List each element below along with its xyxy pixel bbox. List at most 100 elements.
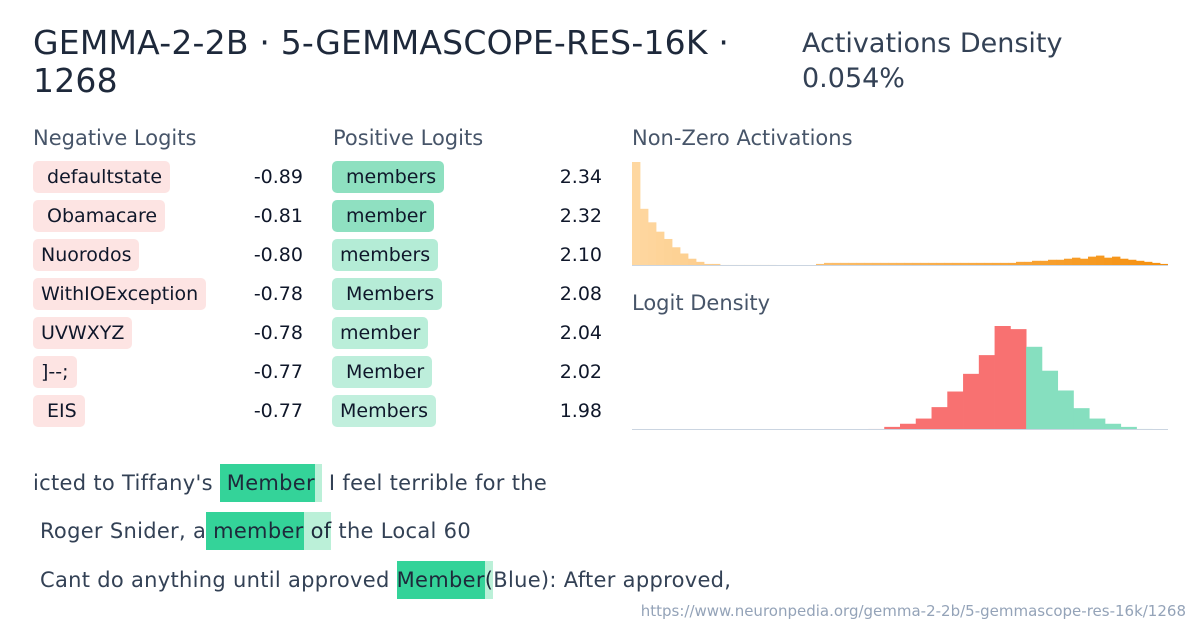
nonzero-activations-histogram [632, 162, 1168, 266]
activation-bar [824, 262, 833, 266]
negative-logits-heading: Negative Logits [33, 126, 197, 150]
positive-logit-token: member [332, 200, 435, 232]
activation-bar [936, 262, 945, 266]
positive-logit-row: Members 1.98 [332, 395, 602, 427]
negative-logit-token: WithIOException [33, 278, 207, 310]
negative-logit-token: Obamacare [33, 200, 166, 232]
example-token: icted to Tiffany's [33, 471, 220, 495]
activation-bar [1040, 260, 1049, 266]
activations-density-value: 0.054% [802, 63, 905, 94]
activation-bar [1072, 257, 1081, 266]
positive-logit-token: members [332, 239, 439, 271]
activation-bar [712, 263, 721, 266]
activation-bar [968, 262, 977, 266]
feature-title: GEMMA-2-2B · 5-GEMMASCOPE-RES-16K · 1268 [33, 23, 730, 100]
negative-logit-value: -0.80 [253, 244, 303, 266]
activation-bar [1024, 261, 1033, 266]
negative-logit-row: defaultstate -0.89 [33, 161, 303, 193]
negative-logit-row: ]--; -0.77 [33, 356, 303, 388]
activation-bar [840, 262, 849, 266]
activation-bar [896, 262, 905, 266]
activation-bar [1032, 260, 1041, 266]
activation-bar [656, 231, 665, 266]
activation-bar [1160, 263, 1168, 266]
example-token-highlighted [314, 464, 322, 502]
logit-density-bar [900, 423, 917, 430]
logit-density-bar [931, 407, 948, 430]
negative-logit-token: EIS [33, 395, 85, 427]
activation-bar [696, 261, 705, 266]
activation-bar [976, 262, 985, 266]
activation-bar [912, 262, 921, 266]
activation-bar [888, 262, 897, 266]
negative-logit-row: WithIOException -0.78 [33, 278, 303, 310]
negative-logit-value: -0.77 [253, 400, 303, 422]
activation-bar [984, 262, 993, 266]
logit-density-bar [1010, 329, 1027, 430]
activation-bar [1128, 259, 1137, 266]
activation-bar [648, 222, 657, 266]
activation-bar [856, 262, 865, 266]
activation-bar [1080, 258, 1089, 266]
negative-logit-row: Nuorodos -0.80 [33, 239, 303, 271]
logit-density-bar [884, 426, 901, 430]
positive-logit-value: 1.98 [559, 400, 602, 422]
positive-logit-token: member [332, 317, 429, 349]
activation-bar [1008, 262, 1017, 266]
activation-bar [848, 262, 857, 266]
activation-bar [672, 247, 681, 266]
negative-logit-token: ]--; [33, 356, 77, 388]
activation-bar [960, 262, 969, 266]
activation-bar [904, 262, 913, 266]
activation-bar [944, 262, 953, 266]
positive-logit-token: Member [332, 356, 433, 388]
activation-bar [1088, 256, 1097, 266]
positive-logit-value: 2.08 [559, 283, 602, 305]
activation-example: Cant do anything until approved Member(B… [33, 561, 731, 599]
example-token: the Local 60 [331, 519, 471, 543]
logit-density-bar [1026, 346, 1043, 430]
logit-density-bar [1057, 390, 1074, 430]
positive-logit-row: members 2.34 [332, 161, 602, 193]
positive-logit-token: Members [332, 395, 437, 427]
example-token: I feel terrible for the [321, 471, 548, 495]
activation-bar [920, 262, 929, 266]
positive-logit-row: members 2.10 [332, 239, 602, 271]
activation-bar [816, 263, 825, 266]
example-token: Blue): After approved, [493, 568, 732, 592]
activation-bar [688, 258, 697, 266]
activation-bar [880, 262, 889, 266]
activation-bar [664, 238, 673, 266]
positive-logit-row: Members 2.08 [332, 278, 602, 310]
negative-logit-token: Nuorodos [33, 239, 140, 271]
negative-logit-token: defaultstate [33, 161, 171, 193]
positive-logit-token: members [332, 161, 445, 193]
negative-logit-value: -0.81 [253, 205, 303, 227]
positive-logit-value: 2.10 [559, 244, 602, 266]
activation-example: icted to Tiffany's Member I feel terribl… [33, 464, 547, 502]
activation-bar [1104, 257, 1113, 266]
example-token-highlighted: Member [396, 561, 485, 599]
positive-logits-heading: Positive Logits [333, 126, 484, 150]
logit-density-heading: Logit Density [632, 291, 771, 315]
logit-density-bar [963, 373, 980, 430]
activation-bar [952, 262, 961, 266]
example-token-highlighted: of [303, 512, 332, 550]
negative-logit-value: -0.78 [253, 322, 303, 344]
logit-density-histogram [632, 326, 1168, 430]
logit-density-bar [1089, 418, 1106, 430]
activation-bar [632, 162, 641, 266]
activation-bar [928, 262, 937, 266]
activation-bar [864, 262, 873, 266]
activation-bar [872, 262, 881, 266]
activation-bar [1064, 258, 1073, 266]
negative-logit-value: -0.89 [253, 166, 303, 188]
activation-bar [1112, 256, 1121, 266]
activation-bar [832, 262, 841, 266]
positive-logit-row: Member 2.02 [332, 356, 602, 388]
positive-logit-value: 2.34 [559, 166, 602, 188]
positive-logit-value: 2.04 [559, 322, 602, 344]
positive-logit-value: 2.02 [559, 361, 602, 383]
negative-logit-token: UVWXYZ [33, 317, 133, 349]
positive-logit-value: 2.32 [559, 205, 602, 227]
